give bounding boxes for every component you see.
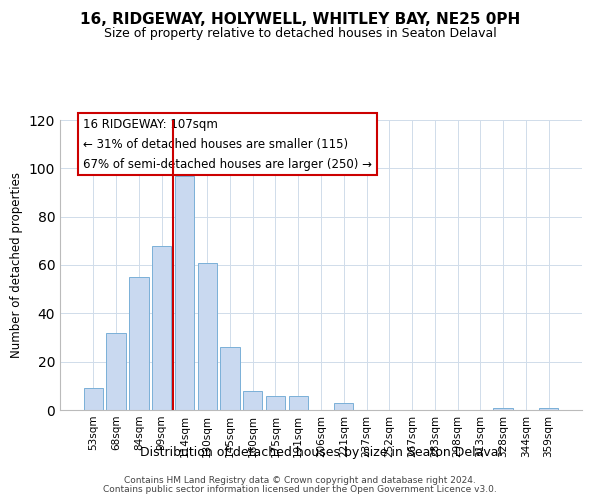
Text: Distribution of detached houses by size in Seaton Delaval: Distribution of detached houses by size … xyxy=(140,446,502,459)
Bar xyxy=(334,403,353,410)
Bar xyxy=(106,332,126,410)
Bar xyxy=(266,396,285,410)
Bar xyxy=(539,408,558,410)
Y-axis label: Number of detached properties: Number of detached properties xyxy=(10,172,23,358)
Bar xyxy=(175,176,194,410)
Bar xyxy=(84,388,103,410)
Bar xyxy=(493,408,513,410)
Text: Size of property relative to detached houses in Seaton Delaval: Size of property relative to detached ho… xyxy=(104,28,496,40)
Bar xyxy=(129,277,149,410)
Bar xyxy=(197,262,217,410)
Bar xyxy=(152,246,172,410)
Bar xyxy=(243,390,262,410)
Bar xyxy=(289,396,308,410)
Text: 16, RIDGEWAY, HOLYWELL, WHITLEY BAY, NE25 0PH: 16, RIDGEWAY, HOLYWELL, WHITLEY BAY, NE2… xyxy=(80,12,520,28)
Text: 16 RIDGEWAY: 107sqm
← 31% of detached houses are smaller (115)
67% of semi-detac: 16 RIDGEWAY: 107sqm ← 31% of detached ho… xyxy=(83,118,372,171)
Text: Contains public sector information licensed under the Open Government Licence v3: Contains public sector information licen… xyxy=(103,485,497,494)
Text: Contains HM Land Registry data © Crown copyright and database right 2024.: Contains HM Land Registry data © Crown c… xyxy=(124,476,476,485)
Bar xyxy=(220,347,239,410)
